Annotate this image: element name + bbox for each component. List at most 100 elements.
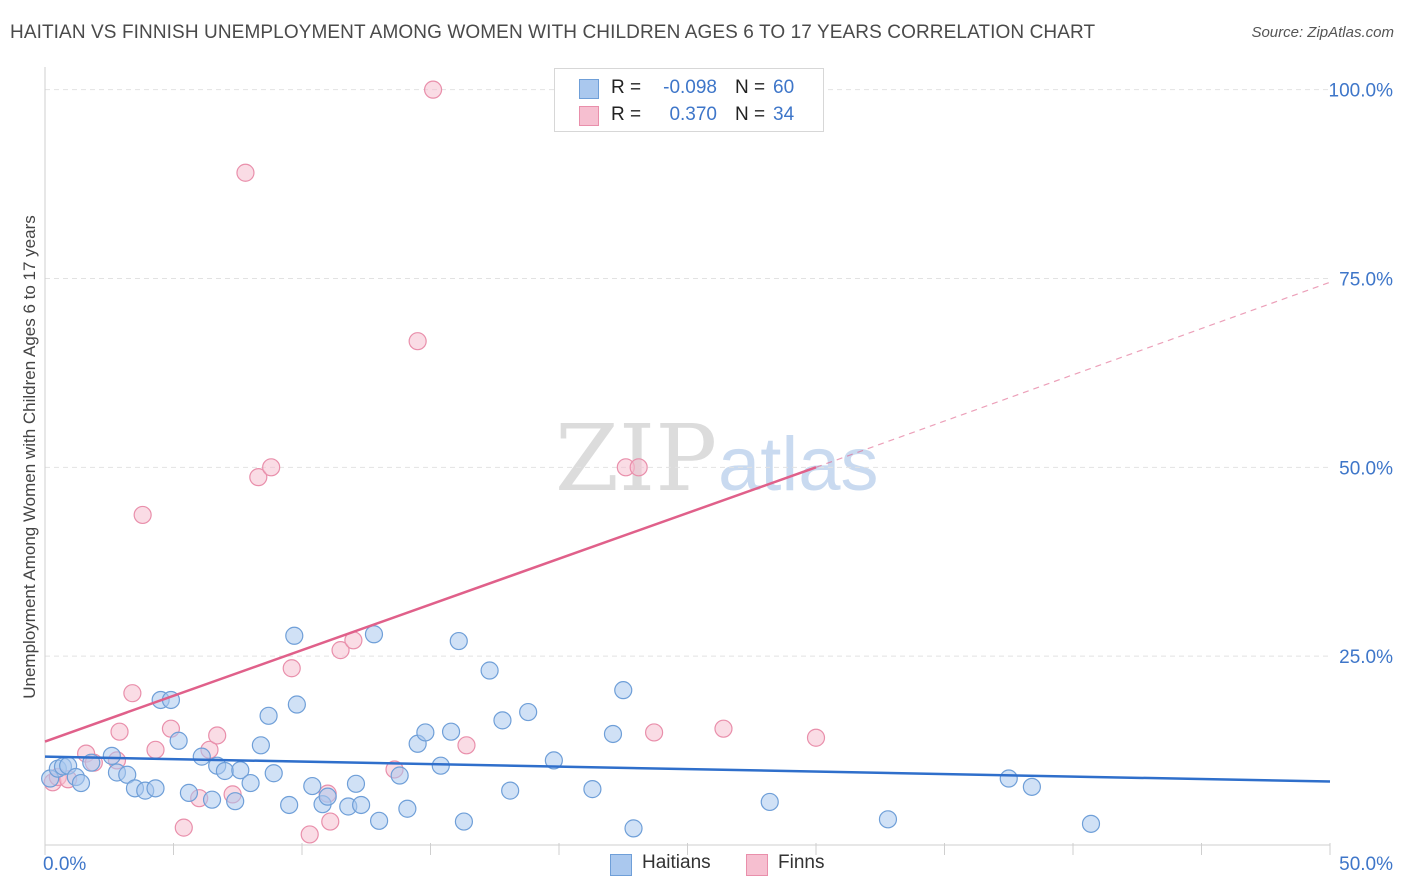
n-value: 34: [773, 104, 795, 125]
finns-point: [331, 641, 350, 660]
haitians-point: [118, 765, 137, 784]
haitians-point: [259, 706, 278, 725]
legend-label-finns: Finns: [778, 852, 825, 873]
haitians-point: [303, 776, 322, 796]
finns-point: [236, 163, 255, 182]
haitians-point: [179, 783, 199, 802]
haitians-swatch: [610, 854, 632, 876]
finns-point: [282, 659, 301, 678]
haitians-point: [318, 787, 337, 806]
finns-point: [123, 684, 142, 703]
haitians-point: [441, 722, 461, 741]
finns-point: [408, 332, 427, 351]
haitians-point: [364, 625, 384, 644]
finns-point: [133, 505, 152, 525]
source-attribution: Source: ZipAtlas.com: [1251, 24, 1394, 41]
haitians-point: [370, 811, 389, 830]
haitians-point: [583, 780, 602, 799]
n-label: N =: [735, 104, 766, 125]
haitians-point: [146, 779, 165, 798]
haitians-point: [614, 681, 633, 700]
haitians-point: [480, 661, 499, 680]
finns-point: [806, 728, 826, 747]
legend-label-haitians: Haitians: [642, 852, 711, 873]
haitians-point: [1081, 814, 1101, 833]
correlation-legend: R = -0.098 N = 60 R = 0.370 N = 34: [554, 68, 824, 132]
haitians-point: [1022, 777, 1041, 796]
haitians-point: [264, 764, 283, 783]
haitians-point: [241, 773, 260, 793]
haitians-point: [454, 812, 474, 831]
haitians-points: [41, 625, 1101, 838]
finns-trend-extension: [815, 281, 1331, 468]
axes: [44, 67, 1331, 855]
haitians-point: [760, 792, 779, 812]
haitians-point: [251, 736, 270, 755]
trend-lines: [44, 281, 1331, 783]
r-label: R =: [611, 77, 642, 98]
haitians-point: [169, 731, 188, 750]
finns-point: [174, 818, 193, 837]
y-tick-label: 75.0%: [1339, 269, 1393, 290]
zipatlas-watermark: ZIP atlas: [555, 405, 879, 512]
haitians-point: [192, 747, 211, 766]
tick-labels: 25.0% 50.0% 75.0% 100.0% 0.0% 50.0%: [43, 81, 1393, 875]
haitians-point: [287, 695, 306, 714]
haitians-point: [390, 766, 409, 785]
r-value: -0.098: [663, 77, 717, 98]
haitians-point: [285, 626, 304, 645]
r-value: 0.370: [669, 104, 717, 125]
haitians-swatch: [579, 79, 599, 99]
finns-trend-line: [44, 466, 817, 743]
chart-title: HAITIAN VS FINNISH UNEMPLOYMENT AMONG WO…: [10, 22, 1096, 43]
haitians-point: [431, 756, 450, 775]
y-tick-label: 25.0%: [1339, 647, 1393, 668]
haitians-point: [878, 810, 898, 829]
finns-point: [457, 736, 476, 755]
finns-point: [714, 719, 733, 738]
haitians-point: [398, 799, 417, 818]
finns-swatch: [579, 106, 599, 126]
haitians-point: [416, 723, 435, 742]
finns-point: [300, 825, 319, 844]
haitians-point: [215, 761, 234, 781]
n-value: 60: [773, 77, 795, 98]
haitians-point: [544, 751, 563, 770]
finns-point: [249, 468, 268, 487]
haitians-point: [346, 774, 366, 793]
haitians-point: [226, 792, 245, 811]
watermark-zip: ZIP: [555, 405, 717, 512]
legend-row-finns: R = 0.370 N = 34: [555, 102, 823, 128]
y-tick-label: 50.0%: [1339, 458, 1393, 479]
haitians-point: [71, 773, 91, 793]
finns-point: [629, 458, 648, 477]
finns-point: [110, 722, 129, 741]
haitians-point: [493, 711, 512, 730]
finns-swatch: [746, 854, 768, 876]
finns-point: [262, 458, 281, 477]
finns-point: [321, 812, 340, 831]
haitians-point: [603, 724, 623, 744]
legend-row-haitians: R = -0.098 N = 60: [555, 75, 823, 101]
finns-point: [423, 80, 443, 99]
y-tick-label: 100.0%: [1329, 81, 1394, 102]
haitians-point: [102, 746, 121, 765]
haitians-trend-line: [44, 755, 1331, 783]
haitians-point: [624, 819, 643, 838]
haitians-point: [449, 631, 468, 651]
haitians-point: [280, 795, 299, 815]
r-label: R =: [611, 104, 642, 125]
haitians-point: [202, 790, 222, 809]
haitians-point: [519, 702, 538, 722]
n-label: N =: [735, 77, 766, 98]
haitians-point: [231, 761, 250, 780]
x-tick-label: 50.0%: [1339, 854, 1393, 875]
haitians-point: [501, 781, 520, 800]
finns-point: [146, 740, 165, 759]
x-tick-label: 0.0%: [43, 854, 86, 875]
finns-point: [208, 726, 227, 745]
haitians-point: [999, 769, 1018, 788]
finns-point: [644, 723, 664, 742]
haitians-point: [352, 795, 371, 815]
